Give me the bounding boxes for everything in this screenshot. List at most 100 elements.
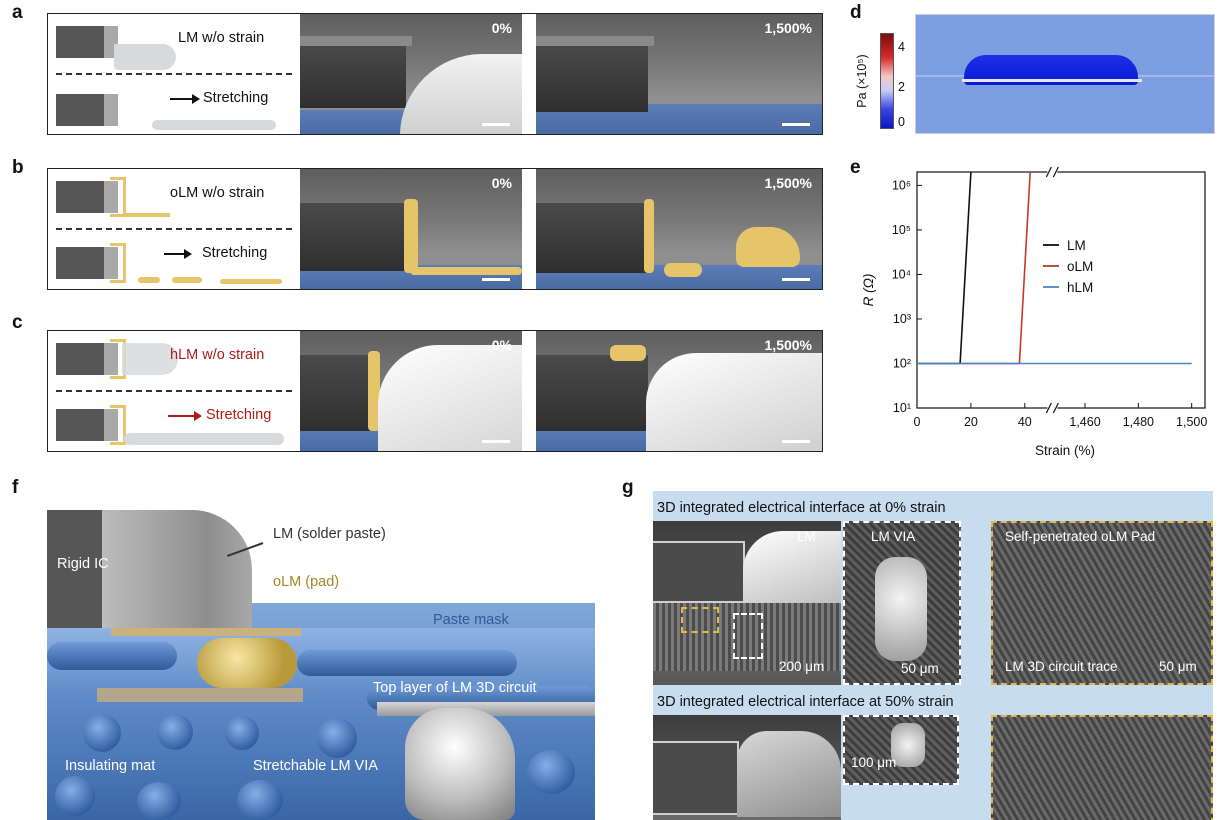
y-tick-label: 10³: [893, 312, 911, 326]
lm-stretched-graphic: [152, 120, 276, 130]
x-axis-label: Strain (%): [1035, 443, 1095, 458]
colorbar-tick: 4: [898, 40, 905, 54]
chip-block: [536, 44, 648, 112]
x-tick-label: 40: [1018, 415, 1032, 429]
chip-cap-graphic: [104, 409, 118, 441]
sem-image-b-1500: 1,500%: [536, 169, 822, 289]
y-tick-label: 10¹: [893, 401, 911, 415]
olm-coating: [368, 351, 380, 431]
lm-blob-graphic: [114, 44, 176, 70]
scale-label: 100 μm: [851, 755, 897, 770]
top-layer-label: Top layer of LM 3D circuit: [373, 680, 537, 696]
scale-bar: [482, 440, 510, 443]
olm-fragment: [736, 227, 800, 267]
schematic-top-label: hLM w/o strain: [170, 347, 265, 363]
axis-break-mask: [1047, 404, 1058, 412]
scale-bar: [482, 278, 510, 281]
y-axis-label: R (Ω): [861, 274, 876, 307]
gap: [522, 14, 536, 134]
fiber-end: [225, 716, 259, 750]
fiber-end: [137, 782, 181, 820]
olm-pad-bottom: [97, 688, 303, 702]
chip-graphic: [56, 247, 104, 279]
scale-bar: [482, 123, 510, 126]
rigid-ic-block: [47, 510, 107, 630]
panel-label-d: d: [850, 2, 862, 23]
olm-coating-graphic: [110, 405, 126, 445]
title-0-strain: 3D integrated electrical interface at 0%…: [657, 500, 946, 516]
chip-block-top: [300, 36, 412, 46]
schematic-top-label: oLM w/o strain: [170, 185, 265, 201]
fiber-end: [317, 718, 357, 758]
axis-break-mark: [1045, 402, 1052, 414]
gap: [522, 169, 536, 289]
legend-entry: hLM: [1067, 280, 1093, 295]
panel-label-e: e: [850, 157, 861, 178]
lm-label: LM: [797, 529, 816, 544]
strain-label: 1,500%: [764, 20, 812, 36]
lm-droplet: [743, 531, 841, 605]
strain-label: 0%: [491, 20, 512, 36]
sem-image-via-50: 100 μm: [843, 715, 959, 785]
chip-graphic: [56, 181, 104, 213]
fiber-end: [157, 714, 193, 750]
olm-pad-top: [111, 628, 301, 636]
y-tick-label: 10⁶: [892, 178, 911, 192]
highlight-box: [733, 613, 763, 659]
sem-image-olm-pad: Self-penetrated oLM Pad LM 3D circuit tr…: [991, 521, 1213, 685]
olm-pad-label: oLM (pad): [273, 574, 340, 590]
schematic-top-label: LM w/o strain: [178, 30, 265, 46]
stretchable-via-label: Stretchable LM VIA: [253, 758, 378, 774]
colorbar: [880, 33, 894, 129]
fiber-end: [237, 780, 283, 820]
axis-break-mask: [1047, 168, 1058, 176]
fiber-end: [55, 776, 95, 816]
chip-graphic: [56, 26, 104, 58]
scale-bar: [782, 123, 810, 126]
olm-fragment: [664, 263, 702, 277]
olm-fragment: [172, 277, 202, 283]
colorbar-tick: 2: [898, 80, 905, 94]
lm-via-label: LM VIA: [871, 529, 916, 544]
chip-block: [300, 44, 406, 108]
axis-break-mark: [1052, 402, 1059, 414]
lm-solder-body: [102, 510, 252, 630]
olm-tail-graphic: [124, 213, 170, 217]
scale-label: 50 μm: [901, 661, 939, 676]
schematic-bottom-label: Stretching: [206, 407, 272, 423]
gap: [522, 331, 536, 451]
olm-coating: [404, 199, 418, 273]
fiber-end: [527, 750, 575, 794]
schematic-3d-render: LM (solder paste) Rigid IC oLM (pad) Pas…: [47, 510, 595, 820]
y-tick-label: 10⁴: [892, 267, 911, 281]
scale-bar: [782, 440, 810, 443]
x-tick-label: 1,460: [1069, 415, 1100, 429]
lm-stretched-graphic: [124, 433, 284, 445]
plot-frame: [916, 171, 1206, 409]
chip-block: [653, 741, 739, 815]
axis-break-mark: [1052, 166, 1059, 178]
colorbar-label: Pa (×10⁵): [855, 54, 869, 108]
title-50-strain: 3D integrated electrical interface at 50…: [657, 694, 954, 710]
olm-coating: [644, 199, 654, 273]
panel-label-g: g: [622, 477, 634, 498]
y-tick-label: 10⁵: [892, 223, 911, 237]
chip-cap-graphic: [104, 181, 118, 213]
olm-pad-blob: [197, 638, 297, 688]
row-c: hLM w/o strain Stretching 0% 1,500%: [47, 330, 823, 452]
circuit-trace-label: LM 3D circuit trace: [1005, 659, 1118, 674]
series-line-oLM: [960, 171, 1031, 365]
colorbar-tick: 0: [898, 115, 905, 129]
scale-label: 200 μm: [779, 659, 825, 674]
chip-block-top: [536, 36, 654, 46]
x-tick-label: 20: [964, 415, 978, 429]
chip-cap-graphic: [104, 343, 118, 375]
sem-image-a-1500: 1,500%: [536, 14, 822, 134]
sem-image-b-0: 0%: [300, 169, 522, 289]
chip-block: [536, 203, 648, 273]
chip-graphic: [56, 343, 104, 375]
x-tick-label: 1,500: [1176, 415, 1207, 429]
sem-image-lm-50: [653, 715, 841, 820]
stress-edge: [962, 79, 1142, 82]
schematic-c: hLM w/o strain Stretching: [48, 331, 298, 451]
